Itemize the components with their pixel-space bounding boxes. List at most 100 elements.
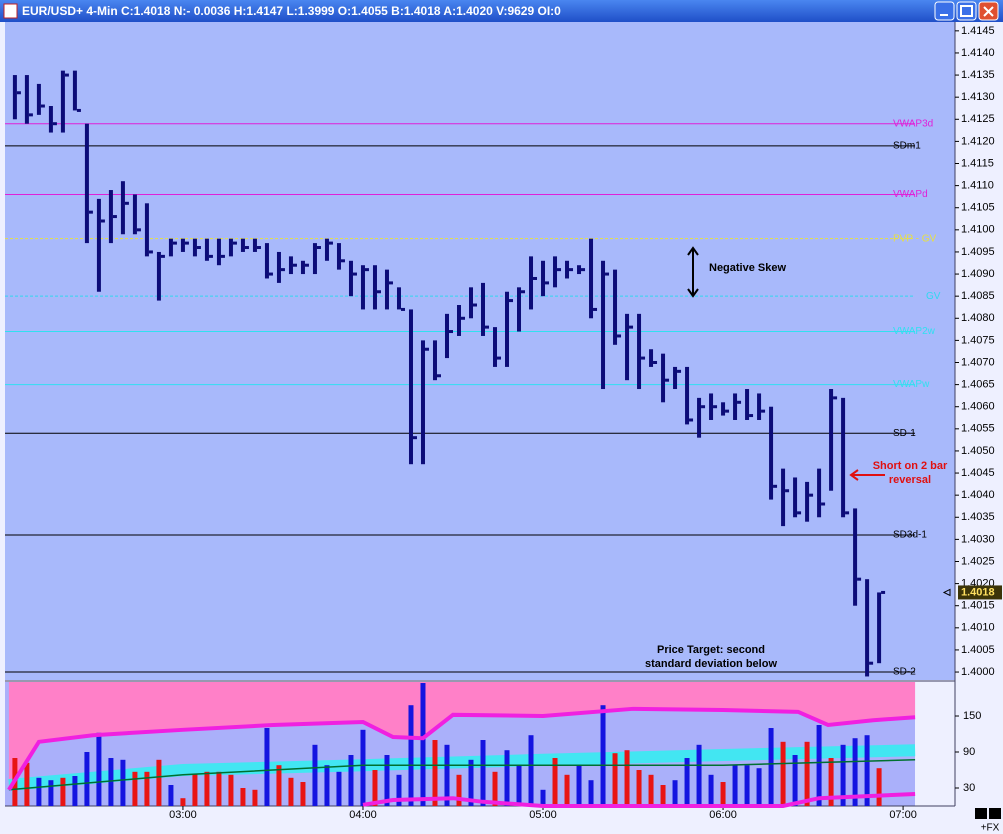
price-bar bbox=[312, 243, 317, 275]
volume-bar bbox=[876, 768, 882, 806]
y-tick-label: 1.4015 bbox=[961, 600, 995, 612]
close-tick bbox=[569, 268, 574, 272]
close-tick bbox=[280, 268, 285, 272]
price-bar bbox=[673, 366, 678, 390]
price-bar bbox=[372, 265, 377, 310]
volume-bar bbox=[144, 771, 150, 806]
price-bar bbox=[613, 269, 618, 345]
annotation: Price Target: second bbox=[657, 644, 765, 656]
price-bar bbox=[120, 181, 125, 235]
x-tick-label: 05:00 bbox=[529, 809, 557, 821]
close-tick bbox=[653, 360, 658, 364]
volume-bar bbox=[396, 774, 402, 806]
price-bar bbox=[48, 106, 53, 133]
close-tick bbox=[677, 369, 682, 373]
y-tick-label: 1.4080 bbox=[961, 312, 995, 324]
close-tick bbox=[497, 356, 502, 360]
volume-bar bbox=[348, 755, 354, 806]
price-bar bbox=[637, 313, 642, 390]
price-bar bbox=[84, 123, 89, 244]
volume-bar bbox=[372, 770, 378, 806]
close-tick bbox=[881, 590, 886, 594]
minimize-button[interactable] bbox=[934, 1, 955, 21]
close-tick bbox=[16, 91, 21, 95]
y-tick-label: 1.4040 bbox=[961, 489, 995, 501]
level-label: VWAP2w bbox=[893, 326, 936, 337]
volume-bar bbox=[456, 774, 462, 806]
price-bar bbox=[348, 260, 353, 297]
price-bar bbox=[565, 260, 570, 279]
close-tick bbox=[244, 246, 249, 250]
close-tick bbox=[749, 414, 754, 418]
close-tick bbox=[617, 334, 622, 338]
price-bar bbox=[456, 305, 461, 336]
skew-arrow bbox=[687, 246, 699, 298]
corner-box[interactable] bbox=[975, 808, 987, 819]
close-tick bbox=[845, 511, 850, 515]
close-tick bbox=[857, 577, 862, 581]
x-tick-label: 06:00 bbox=[709, 809, 737, 821]
price-bar bbox=[781, 468, 786, 527]
volume-bar bbox=[312, 744, 318, 806]
price-bar bbox=[517, 287, 522, 332]
volume-bar bbox=[204, 771, 210, 806]
volume-bar bbox=[756, 768, 762, 806]
close-tick bbox=[509, 299, 514, 303]
y-tick-label: 1.4095 bbox=[961, 246, 995, 258]
volume-bar bbox=[240, 788, 246, 806]
y-tick-label: 1.4005 bbox=[961, 644, 995, 656]
price-bar bbox=[324, 238, 329, 261]
volume-bar bbox=[792, 755, 798, 806]
price-bar bbox=[709, 393, 714, 420]
maximize-button[interactable] bbox=[956, 1, 977, 21]
volume-bar bbox=[768, 728, 774, 806]
close-tick bbox=[460, 316, 465, 320]
x-tick-label: 07:00 bbox=[889, 809, 917, 821]
last-price-box bbox=[958, 585, 1002, 600]
corner-box[interactable] bbox=[989, 808, 1001, 819]
x-tick-label: 03:00 bbox=[169, 809, 197, 821]
price-bar bbox=[12, 75, 17, 120]
price-bar bbox=[336, 243, 341, 270]
price-bar bbox=[793, 477, 798, 518]
close-tick bbox=[521, 290, 526, 294]
volume-bar bbox=[300, 782, 306, 806]
close-tick bbox=[821, 502, 826, 506]
price-bar bbox=[769, 406, 774, 500]
price-bar bbox=[601, 260, 606, 390]
volume-bar bbox=[864, 735, 870, 806]
close-tick bbox=[400, 307, 405, 311]
volume-bar bbox=[672, 780, 678, 806]
volume-bar bbox=[636, 770, 642, 806]
volume-bar bbox=[576, 765, 582, 806]
volume-bar bbox=[336, 771, 342, 806]
reversal-arrow bbox=[849, 469, 885, 481]
price-bar bbox=[192, 238, 197, 257]
annotation: Short on 2 bar bbox=[873, 460, 948, 472]
volume-bar bbox=[816, 725, 822, 806]
close-tick bbox=[220, 254, 225, 258]
price-bar bbox=[396, 287, 401, 310]
y-tick-label: 1.4135 bbox=[961, 69, 995, 81]
price-bar bbox=[529, 256, 534, 310]
close-tick bbox=[701, 405, 706, 409]
volume-bar bbox=[516, 765, 522, 806]
close-icon bbox=[983, 6, 994, 17]
level-label: SDm1 bbox=[893, 140, 921, 151]
volume-bar bbox=[492, 771, 498, 806]
annotation: standard deviation below bbox=[645, 658, 777, 670]
volume-bar bbox=[804, 741, 810, 806]
close-tick bbox=[256, 246, 261, 250]
close-tick bbox=[232, 241, 237, 245]
volume-bar bbox=[276, 765, 282, 806]
price-bar bbox=[685, 366, 690, 425]
y-tick-label: 1.4055 bbox=[961, 423, 995, 435]
y-tick-label: 1.4045 bbox=[961, 467, 995, 479]
close-tick bbox=[160, 254, 165, 258]
close-tick bbox=[412, 436, 417, 440]
y-tick-label: 90 bbox=[963, 746, 975, 758]
y-tick-label: 1.4105 bbox=[961, 202, 995, 214]
y-tick-label: 1.4120 bbox=[961, 135, 995, 147]
y-tick-label: 30 bbox=[963, 782, 975, 794]
